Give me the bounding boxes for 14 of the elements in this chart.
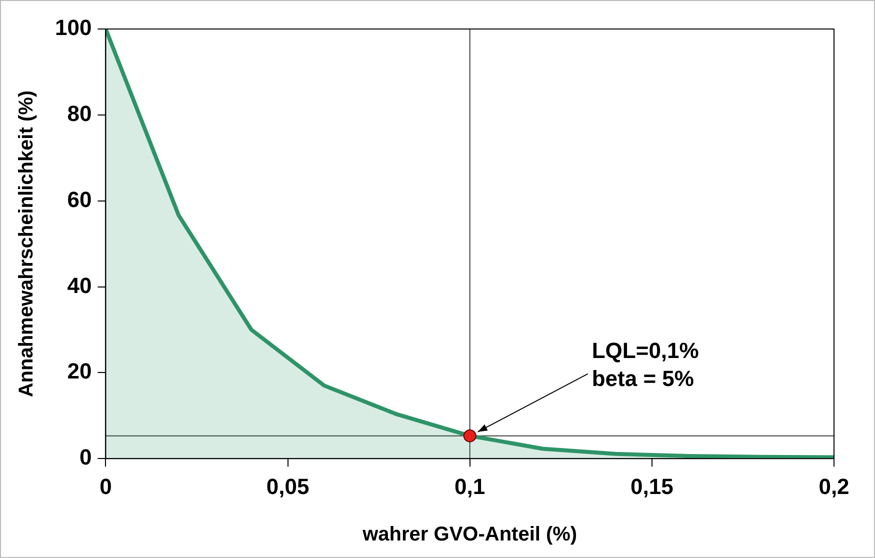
y-tick-label: 40 xyxy=(67,272,92,298)
x-tick-label: 0 xyxy=(100,474,112,499)
y-tick-label: 0 xyxy=(79,444,92,470)
annotation: LQL=0,1% beta = 5% xyxy=(592,338,699,391)
x-tick-label: 0,05 xyxy=(266,474,310,499)
y-axis-title: Annahmewahrscheinlichkeit (%) xyxy=(16,90,38,398)
y-tick-label: 100 xyxy=(54,15,92,40)
y-tick-label: 80 xyxy=(67,100,92,126)
x-tick-label: 0,1 xyxy=(454,474,486,499)
y-tick-label: 60 xyxy=(67,186,92,212)
y-tick-label: 20 xyxy=(67,358,92,384)
x-axis-title: wahrer GVO-Anteil (%) xyxy=(362,524,578,546)
x-tick-label: 0,2 xyxy=(818,474,850,499)
x-tick-label: 0,15 xyxy=(630,474,674,499)
